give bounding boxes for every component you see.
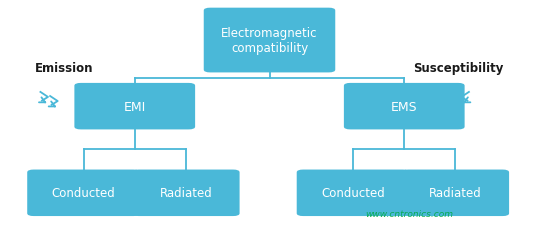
Text: Conducted: Conducted xyxy=(321,186,385,200)
Text: Radiated: Radiated xyxy=(429,186,482,200)
FancyBboxPatch shape xyxy=(132,170,239,216)
FancyBboxPatch shape xyxy=(402,170,509,216)
Text: Susceptibility: Susceptibility xyxy=(413,62,504,75)
FancyBboxPatch shape xyxy=(344,84,465,130)
FancyBboxPatch shape xyxy=(27,170,140,216)
Text: Radiated: Radiated xyxy=(160,186,212,200)
FancyBboxPatch shape xyxy=(204,9,335,73)
Text: Conducted: Conducted xyxy=(52,186,115,200)
Text: EMS: EMS xyxy=(391,100,418,113)
FancyBboxPatch shape xyxy=(74,84,195,130)
Text: www.cntronics.com: www.cntronics.com xyxy=(365,209,454,218)
Text: EMI: EMI xyxy=(123,100,146,113)
Text: Electromagnetic
compatibility: Electromagnetic compatibility xyxy=(221,27,318,55)
FancyBboxPatch shape xyxy=(296,170,410,216)
Text: Emission: Emission xyxy=(35,62,94,75)
